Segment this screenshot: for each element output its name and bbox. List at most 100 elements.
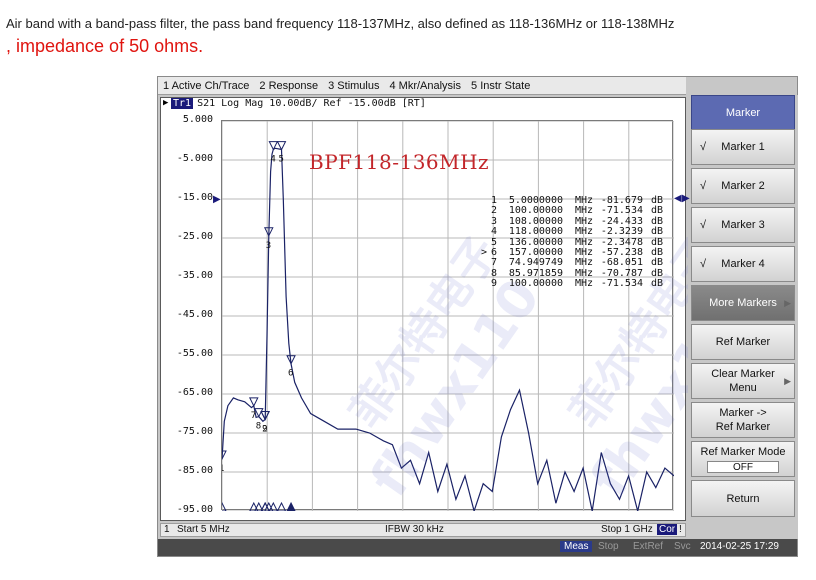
y-tick-label: -45.00 — [176, 309, 213, 320]
softkey-label-line-1: Marker -> — [719, 407, 767, 419]
y-tick-label: -25.00 — [176, 231, 213, 242]
marker-2-label: 2 — [262, 424, 267, 434]
marker-4-stimulus-indicator[interactable] — [268, 501, 278, 511]
extref-indicator: ExtRef — [633, 541, 664, 552]
softkey-label: Ref Marker — [715, 336, 771, 348]
marker-readout-row: 4 118.00000 MHz -2.3239 dB — [475, 226, 663, 238]
marker-active: > — [480, 247, 487, 259]
marker-active — [475, 227, 487, 237]
network-analyzer-window: 1 Active Ch/Trace 2 Response 3 Stimulus … — [157, 76, 798, 557]
marker-1-stimulus-indicator[interactable] — [222, 501, 227, 511]
marker-3-label: 3 — [266, 241, 271, 251]
marker-5-triangle[interactable] — [276, 141, 287, 151]
plot-area: 123456789 — [221, 120, 674, 511]
softkey-more-markers[interactable]: More Markers ▶ — [691, 285, 795, 321]
softkey-label-line-2: Menu — [729, 382, 757, 394]
marker-7-triangle[interactable] — [248, 397, 259, 408]
marker-readout-row: >6 157.00000 MHz -57.238 dB — [475, 247, 663, 259]
softkey-clear-marker-menu[interactable]: Clear Marker Menu ▶ — [691, 363, 795, 399]
marker-unit: MHz — [574, 236, 593, 248]
menu-active-ch-trace[interactable]: 1 Active Ch/Trace — [163, 79, 250, 92]
marker-active — [475, 269, 487, 279]
trace-tag[interactable]: Tr1 — [171, 98, 194, 109]
marker-num: 5 — [490, 236, 497, 248]
softkey-label: Marker 3 — [721, 219, 765, 231]
softkey-marker-4[interactable]: √ Marker 4 — [691, 246, 795, 282]
menu-stimulus[interactable]: 3 Stimulus — [328, 79, 380, 92]
marker-active — [475, 196, 487, 206]
marker-value: -70.787 — [600, 267, 643, 279]
marker-db: dB — [650, 215, 663, 227]
submenu-arrow-icon: ▶ — [784, 298, 791, 308]
marker-unit: MHz — [574, 215, 593, 227]
marker-value: -2.3239 — [600, 226, 643, 238]
marker-readout-row: 8 85.971859 MHz -70.787 dB — [475, 267, 663, 279]
marker-8-stimulus-indicator[interactable] — [254, 501, 264, 511]
menu-response[interactable]: 2 Response — [259, 79, 319, 92]
marker-db: dB — [650, 278, 663, 290]
softkey-scroll-right-icon[interactable]: ▶ — [682, 193, 690, 204]
marker-db: dB — [650, 257, 663, 269]
marker-readout-row: 1 5.0000000 MHz -81.679 dB — [475, 195, 663, 206]
marker-value: -71.534 — [600, 278, 643, 290]
marker-active — [475, 258, 487, 268]
marker-3-triangle[interactable] — [263, 227, 274, 237]
marker-1-triangle[interactable] — [222, 450, 227, 461]
marker-6-stimulus-indicator[interactable] — [286, 501, 296, 511]
y-tick-label: -85.00 — [176, 465, 213, 476]
marker-5-stimulus-indicator[interactable] — [276, 501, 287, 511]
trace-series-0 — [222, 147, 674, 511]
marker-freq: 136.00000 — [508, 236, 563, 248]
marker-4-triangle[interactable] — [268, 141, 279, 151]
marker-freq: 5.0000000 — [508, 195, 563, 206]
channel-number: 1 — [164, 524, 170, 535]
status-bar: 1 Start 5 MHz IFBW 30 kHz Stop 1 GHz Cor… — [160, 523, 686, 537]
marker-readout-row: 2 100.00000 MHz -71.534 dB — [475, 205, 663, 217]
marker-value: -57.238 — [600, 247, 643, 259]
marker-6-triangle[interactable] — [286, 355, 296, 365]
marker-num: 1 — [490, 195, 497, 206]
marker-7-stimulus-indicator[interactable] — [249, 501, 259, 511]
y-tick-label: -75.00 — [176, 426, 213, 437]
softkey-panel: Marker √ Marker 1 √ Marker 2 √ Marker 3 √ Ma… — [688, 95, 798, 539]
marker-freq: 157.00000 — [508, 247, 563, 259]
marker-unit: MHz — [574, 247, 593, 259]
y-tick-label: -5.000 — [176, 153, 213, 164]
softkey-ref-marker-mode[interactable]: Ref Marker Mode OFF — [691, 441, 795, 477]
marker-freq: 108.00000 — [508, 215, 563, 227]
marker-freq: 118.00000 — [508, 226, 563, 238]
marker-num: 6 — [490, 247, 497, 259]
softkey-marker-1[interactable]: √ Marker 1 — [691, 129, 795, 165]
marker-freq: 85.971859 — [508, 267, 563, 279]
softkey-marker-to-ref[interactable]: Marker -> Ref Marker — [691, 402, 795, 438]
marker-num: 3 — [490, 215, 497, 227]
ifbw-value[interactable]: IFBW 30 kHz — [385, 524, 444, 535]
marker-9-triangle[interactable] — [260, 410, 270, 421]
marker-readout-row: 7 74.949749 MHz -68.051 dB — [475, 257, 663, 269]
menu-mkr-analysis[interactable]: 4 Mkr/Analysis — [389, 79, 462, 92]
marker-1-label: 1 — [222, 464, 224, 474]
menu-instr-state[interactable]: 5 Instr State — [471, 79, 531, 92]
caption-line-1: Air band with a band-pass filter, the pa… — [6, 16, 675, 31]
marker-value: -2.3478 — [600, 236, 643, 248]
marker-6-label: 6 — [288, 369, 293, 379]
softkey-label: Marker 4 — [721, 258, 765, 270]
softkey-marker-2[interactable]: √ Marker 2 — [691, 168, 795, 204]
softkey-marker-3[interactable]: √ Marker 3 — [691, 207, 795, 243]
instrument-status-bar: Meas Stop ExtRef Svc 2014-02-25 17:29 — [158, 539, 797, 556]
softkey-return[interactable]: Return — [691, 480, 795, 517]
softkey-ref-marker[interactable]: Ref Marker — [691, 324, 795, 360]
marker-8-triangle[interactable] — [253, 408, 264, 418]
softkey-label: Marker — [725, 107, 761, 119]
check-icon: √ — [700, 141, 707, 153]
marker-9-stimulus-indicator[interactable] — [260, 501, 270, 511]
stop-frequency[interactable]: Stop 1 GHz — [601, 524, 653, 535]
marker-8-label: 8 — [256, 422, 261, 432]
marker-active — [475, 206, 487, 216]
marker-unit: MHz — [574, 226, 593, 238]
check-icon: √ — [700, 180, 707, 192]
marker-num: 2 — [490, 205, 497, 217]
softkey-scroll-left-icon[interactable]: ◀ — [674, 193, 682, 204]
start-frequency[interactable]: Start 5 MHz — [177, 524, 230, 535]
marker-unit: MHz — [574, 195, 593, 206]
